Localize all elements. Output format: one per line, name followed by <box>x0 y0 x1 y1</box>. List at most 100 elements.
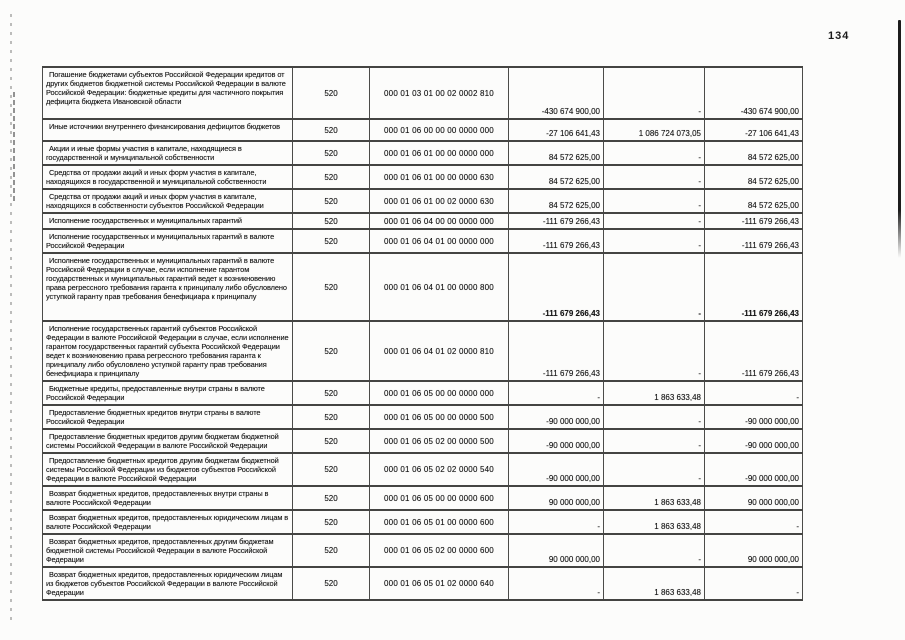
row-amount-approved: 84 572 625,00 <box>508 188 604 214</box>
row-amount-approved: -111 679 266,43 <box>508 228 604 254</box>
row-amount-approved: -111 679 266,43 <box>508 212 604 230</box>
row-description: Возврат бюджетных кредитов, предоставлен… <box>42 485 293 511</box>
row-classification-code: 000 01 06 05 01 00 0000 600 <box>369 509 509 535</box>
row-chapter-code: 520 <box>292 533 370 568</box>
row-chapter-code: 520 <box>292 188 370 214</box>
row-amount-executed: -111 679 266,43 <box>704 252 803 322</box>
table-row: Возврат бюджетных кредитов, предоставлен… <box>42 533 803 568</box>
row-description: Возврат бюджетных кредитов, предоставлен… <box>42 566 293 601</box>
row-amount-executed: -430 674 900,00 <box>704 66 803 120</box>
row-classification-code: 000 01 03 01 00 02 0002 810 <box>369 66 509 120</box>
table-row: Погашение бюджетами субъектов Российской… <box>42 66 803 120</box>
row-chapter-code: 520 <box>292 566 370 601</box>
row-description: Возврат бюджетных кредитов, предоставлен… <box>42 533 293 568</box>
row-amount-middle: - <box>603 228 705 254</box>
row-classification-code: 000 01 06 00 00 00 0000 000 <box>369 118 509 142</box>
scan-edge-artifact <box>898 20 901 258</box>
row-amount-executed: 84 572 625,00 <box>704 164 803 190</box>
row-amount-middle: - <box>603 404 705 430</box>
row-classification-code: 000 01 06 04 00 00 0000 000 <box>369 212 509 230</box>
row-amount-executed: -27 106 641,43 <box>704 118 803 142</box>
row-description: Предоставление бюджетных кредитов другим… <box>42 452 293 487</box>
table-row: Исполнение государственных гарантий субъ… <box>42 320 803 382</box>
row-description: Акции и иные формы участия в капитале, н… <box>42 140 293 166</box>
row-amount-executed: -90 000 000,00 <box>704 428 803 454</box>
row-amount-approved: -27 106 641,43 <box>508 118 604 142</box>
scan-margin-artifact-2 <box>13 92 15 202</box>
row-classification-code: 000 01 06 05 00 00 0000 500 <box>369 404 509 430</box>
row-amount-middle: - <box>603 66 705 120</box>
row-amount-approved: -90 000 000,00 <box>508 404 604 430</box>
row-classification-code: 000 01 06 01 00 00 0000 000 <box>369 140 509 166</box>
row-classification-code: 000 01 06 01 00 02 0000 630 <box>369 188 509 214</box>
row-amount-executed: 90 000 000,00 <box>704 485 803 511</box>
row-amount-executed: - <box>704 509 803 535</box>
row-chapter-code: 520 <box>292 164 370 190</box>
row-chapter-code: 520 <box>292 320 370 382</box>
row-description: Погашение бюджетами субъектов Российской… <box>42 66 293 120</box>
row-amount-approved: 84 572 625,00 <box>508 164 604 190</box>
row-chapter-code: 520 <box>292 380 370 406</box>
row-amount-middle: 1 086 724 073,05 <box>603 118 705 142</box>
row-classification-code: 000 01 06 05 02 02 0000 540 <box>369 452 509 487</box>
row-amount-executed: -111 679 266,43 <box>704 212 803 230</box>
row-classification-code: 000 01 06 04 01 00 0000 000 <box>369 228 509 254</box>
row-classification-code: 000 01 06 04 01 02 0000 810 <box>369 320 509 382</box>
row-amount-middle: - <box>603 320 705 382</box>
row-amount-middle: 1 863 633,48 <box>603 380 705 406</box>
row-chapter-code: 520 <box>292 118 370 142</box>
table-row: Предоставление бюджетных кредитов другим… <box>42 428 803 454</box>
row-amount-executed: 84 572 625,00 <box>704 188 803 214</box>
table-row: Исполнение государственных и муниципальн… <box>42 228 803 254</box>
row-amount-approved: -90 000 000,00 <box>508 452 604 487</box>
row-amount-approved: - <box>508 380 604 406</box>
row-description: Иные источники внутреннего финансировани… <box>42 118 293 142</box>
row-amount-middle: - <box>603 188 705 214</box>
row-amount-middle: 1 863 633,48 <box>603 509 705 535</box>
row-amount-executed: -111 679 266,43 <box>704 320 803 382</box>
row-classification-code: 000 01 06 05 00 00 0000 600 <box>369 485 509 511</box>
row-amount-executed: 84 572 625,00 <box>704 140 803 166</box>
row-amount-executed: -90 000 000,00 <box>704 404 803 430</box>
row-amount-executed: - <box>704 566 803 601</box>
row-amount-middle: 1 863 633,48 <box>603 566 705 601</box>
row-description: Исполнение государственных и муниципальн… <box>42 252 293 322</box>
row-amount-executed: 90 000 000,00 <box>704 533 803 568</box>
row-amount-executed: -90 000 000,00 <box>704 452 803 487</box>
table-row: Средства от продажи акций и иных форм уч… <box>42 188 803 214</box>
row-description: Средства от продажи акций и иных форм уч… <box>42 188 293 214</box>
row-classification-code: 000 01 06 05 02 00 0000 500 <box>369 428 509 454</box>
row-chapter-code: 520 <box>292 485 370 511</box>
row-chapter-code: 520 <box>292 140 370 166</box>
row-chapter-code: 520 <box>292 404 370 430</box>
row-amount-approved: 84 572 625,00 <box>508 140 604 166</box>
table-row: Акции и иные формы участия в капитале, н… <box>42 140 803 166</box>
table-row: Бюджетные кредиты, предоставленные внутр… <box>42 380 803 406</box>
table-row: Иные источники внутреннего финансировани… <box>42 118 803 142</box>
table-row: Исполнение государственных и муниципальн… <box>42 212 803 230</box>
table-row: Возврат бюджетных кредитов, предоставлен… <box>42 509 803 535</box>
row-description: Средства от продажи акций и иных форм уч… <box>42 164 293 190</box>
row-amount-approved: - <box>508 566 604 601</box>
row-amount-approved: -111 679 266,43 <box>508 320 604 382</box>
table-row: Средства от продажи акций и иных форм уч… <box>42 164 803 190</box>
row-amount-middle: 1 863 633,48 <box>603 485 705 511</box>
row-description: Исполнение государственных и муниципальн… <box>42 212 293 230</box>
row-amount-middle: - <box>603 252 705 322</box>
table-row: Предоставление бюджетных кредитов внутри… <box>42 404 803 430</box>
row-description: Возврат бюджетных кредитов, предоставлен… <box>42 509 293 535</box>
row-amount-middle: - <box>603 533 705 568</box>
row-classification-code: 000 01 06 05 00 00 0000 000 <box>369 380 509 406</box>
row-amount-approved: 90 000 000,00 <box>508 485 604 511</box>
row-amount-approved: -90 000 000,00 <box>508 428 604 454</box>
table-row: Возврат бюджетных кредитов, предоставлен… <box>42 485 803 511</box>
row-chapter-code: 520 <box>292 252 370 322</box>
row-chapter-code: 520 <box>292 228 370 254</box>
table-row: Предоставление бюджетных кредитов другим… <box>42 452 803 487</box>
row-amount-middle: - <box>603 140 705 166</box>
row-amount-approved: -430 674 900,00 <box>508 66 604 120</box>
row-amount-approved: 90 000 000,00 <box>508 533 604 568</box>
row-amount-approved: -111 679 266,43 <box>508 252 604 322</box>
row-amount-middle: - <box>603 452 705 487</box>
row-amount-approved: - <box>508 509 604 535</box>
